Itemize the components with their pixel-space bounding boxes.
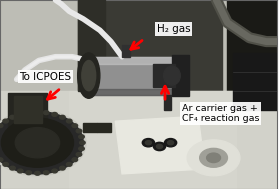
- Circle shape: [153, 142, 165, 151]
- Text: Ar carrier gas +
CF₄ reaction gas: Ar carrier gas + CF₄ reaction gas: [182, 104, 259, 123]
- Bar: [164, 94, 171, 110]
- Circle shape: [60, 166, 65, 170]
- Bar: [233, 53, 277, 110]
- Bar: [69, 91, 236, 189]
- Circle shape: [0, 158, 3, 162]
- Circle shape: [1, 118, 74, 167]
- Circle shape: [43, 111, 49, 115]
- Circle shape: [187, 140, 240, 176]
- Circle shape: [142, 139, 155, 147]
- Circle shape: [157, 144, 162, 149]
- Circle shape: [66, 119, 72, 123]
- Text: H₂ gas: H₂ gas: [157, 24, 190, 34]
- Circle shape: [79, 135, 84, 139]
- Bar: [83, 57, 180, 64]
- Bar: [115, 116, 205, 174]
- Circle shape: [145, 141, 151, 145]
- Bar: [78, 0, 105, 91]
- Circle shape: [0, 110, 86, 176]
- Circle shape: [167, 141, 174, 145]
- Circle shape: [76, 129, 82, 133]
- Bar: [83, 57, 180, 94]
- Circle shape: [72, 124, 78, 128]
- Circle shape: [72, 158, 78, 162]
- Circle shape: [10, 115, 15, 119]
- Circle shape: [17, 112, 23, 116]
- Circle shape: [15, 128, 60, 158]
- Circle shape: [41, 70, 51, 77]
- Bar: [8, 93, 47, 127]
- Bar: [78, 0, 222, 91]
- Circle shape: [76, 153, 82, 156]
- Circle shape: [80, 141, 85, 145]
- Bar: [0, 0, 277, 94]
- Circle shape: [52, 112, 57, 116]
- Text: To ICPOES: To ICPOES: [19, 72, 72, 81]
- Circle shape: [66, 163, 72, 166]
- Ellipse shape: [82, 60, 96, 91]
- Circle shape: [26, 111, 31, 115]
- Circle shape: [10, 166, 15, 170]
- Circle shape: [35, 171, 40, 175]
- Circle shape: [0, 124, 3, 128]
- Bar: [153, 64, 175, 87]
- Bar: [83, 89, 180, 94]
- Circle shape: [52, 169, 57, 173]
- Circle shape: [60, 115, 65, 119]
- Ellipse shape: [164, 66, 180, 85]
- Circle shape: [0, 112, 83, 174]
- Circle shape: [207, 153, 221, 163]
- Circle shape: [26, 171, 31, 175]
- Bar: [97, 123, 111, 132]
- Circle shape: [3, 119, 8, 123]
- Circle shape: [43, 171, 49, 175]
- Circle shape: [164, 139, 177, 147]
- Bar: [122, 45, 130, 57]
- Ellipse shape: [78, 53, 100, 98]
- Circle shape: [17, 169, 23, 173]
- Bar: [83, 123, 97, 132]
- Circle shape: [79, 147, 84, 151]
- Circle shape: [200, 148, 227, 167]
- Bar: [172, 55, 189, 96]
- Bar: [0, 91, 277, 189]
- Circle shape: [3, 163, 8, 166]
- Circle shape: [35, 110, 40, 114]
- Bar: [14, 96, 42, 123]
- Bar: [227, 0, 277, 117]
